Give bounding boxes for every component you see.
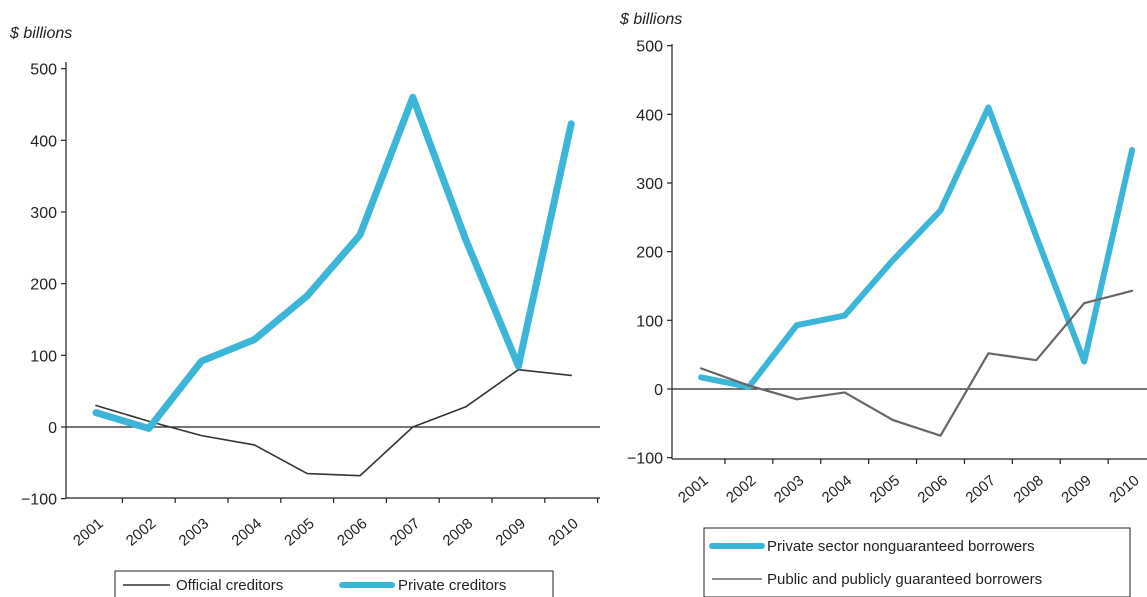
right-ytick-label: 0 xyxy=(654,382,663,399)
right-ytick-label: 500 xyxy=(636,39,663,56)
right-ytick-label: −100 xyxy=(627,451,663,468)
right-legend: Private sector nonguaranteed borrowers P… xyxy=(703,527,1131,597)
left-ytick-label: 300 xyxy=(30,205,57,222)
left-xtick-label: 2007 xyxy=(387,515,423,549)
right-ytick-label: 400 xyxy=(636,107,663,124)
left-xtick-label: 2009 xyxy=(492,515,528,549)
left-xtick-label: 2003 xyxy=(176,515,212,549)
right-xtick-label: 2004 xyxy=(819,472,855,506)
right-series-private-sector-nonguaranteed-borrowers xyxy=(698,104,1136,390)
right-ytick-label: 200 xyxy=(636,245,663,262)
right-ytick-label: 100 xyxy=(636,313,663,330)
left-ytick-label: 0 xyxy=(48,420,57,437)
right-xtick-label: 2010 xyxy=(1106,472,1142,506)
left-unit-label: $ billions xyxy=(9,25,72,42)
left-xtick-label: 2008 xyxy=(440,515,476,549)
left-legend-box xyxy=(114,570,554,597)
right-xtick-label: 2001 xyxy=(675,472,711,506)
left-xtick-label: 2010 xyxy=(545,515,581,549)
left-chart: $ billions −100 0 100 200 300 400 500 2001 2002 2… xyxy=(9,25,600,597)
legend-label-official-creditors: Official creditors xyxy=(176,577,283,594)
left-xtick-label: 2001 xyxy=(70,515,106,549)
right-ytick-label: 300 xyxy=(636,176,663,193)
left-series-private-creditors xyxy=(92,93,575,432)
left-ytick-label: 400 xyxy=(30,133,57,150)
right-series-layer xyxy=(698,104,1136,437)
left-xtick-label: 2006 xyxy=(334,515,370,549)
right-xtick-label: 2009 xyxy=(1058,472,1094,506)
left-xtick-label: 2002 xyxy=(123,515,159,549)
right-xtick-label: 2002 xyxy=(723,472,759,506)
legend-label-private-sector-nonguaranteed: Private sector nonguaranteed borrowers xyxy=(767,538,1035,555)
left-axes: −100 0 100 200 300 400 500 2001 2002 2003 2004 2005… xyxy=(21,62,600,550)
right-legend-box xyxy=(703,527,1131,597)
right-xtick-label: 2006 xyxy=(915,472,951,506)
left-xtick-label: 2005 xyxy=(281,515,317,549)
right-xtick-label: 2003 xyxy=(771,472,807,506)
right-xtick-label: 2007 xyxy=(962,472,998,506)
legend-label-public-guaranteed: Public and publicly guaranteed borrowers xyxy=(767,571,1042,588)
right-unit-label: $ billions xyxy=(619,11,682,28)
left-series-official-creditors xyxy=(95,368,573,477)
left-series-layer xyxy=(92,93,575,477)
right-xtick-label: 2005 xyxy=(867,472,903,506)
left-ytick-label: 100 xyxy=(30,348,57,365)
left-ytick-label: −100 xyxy=(21,492,57,509)
legend-label-private-creditors: Private creditors xyxy=(398,577,506,594)
left-ytick-label: 200 xyxy=(30,277,57,294)
left-legend: Official creditors Private creditors xyxy=(114,570,554,597)
right-axes: −100 0 100 200 300 400 500 2001 2002 2003 2004 2005… xyxy=(627,39,1147,507)
right-series-public-and-publicly-guaranteed-borrowers xyxy=(699,289,1134,437)
left-ytick-label: 500 xyxy=(30,62,57,79)
right-xtick-label: 2008 xyxy=(1010,472,1046,506)
left-xtick-label: 2004 xyxy=(228,515,264,549)
